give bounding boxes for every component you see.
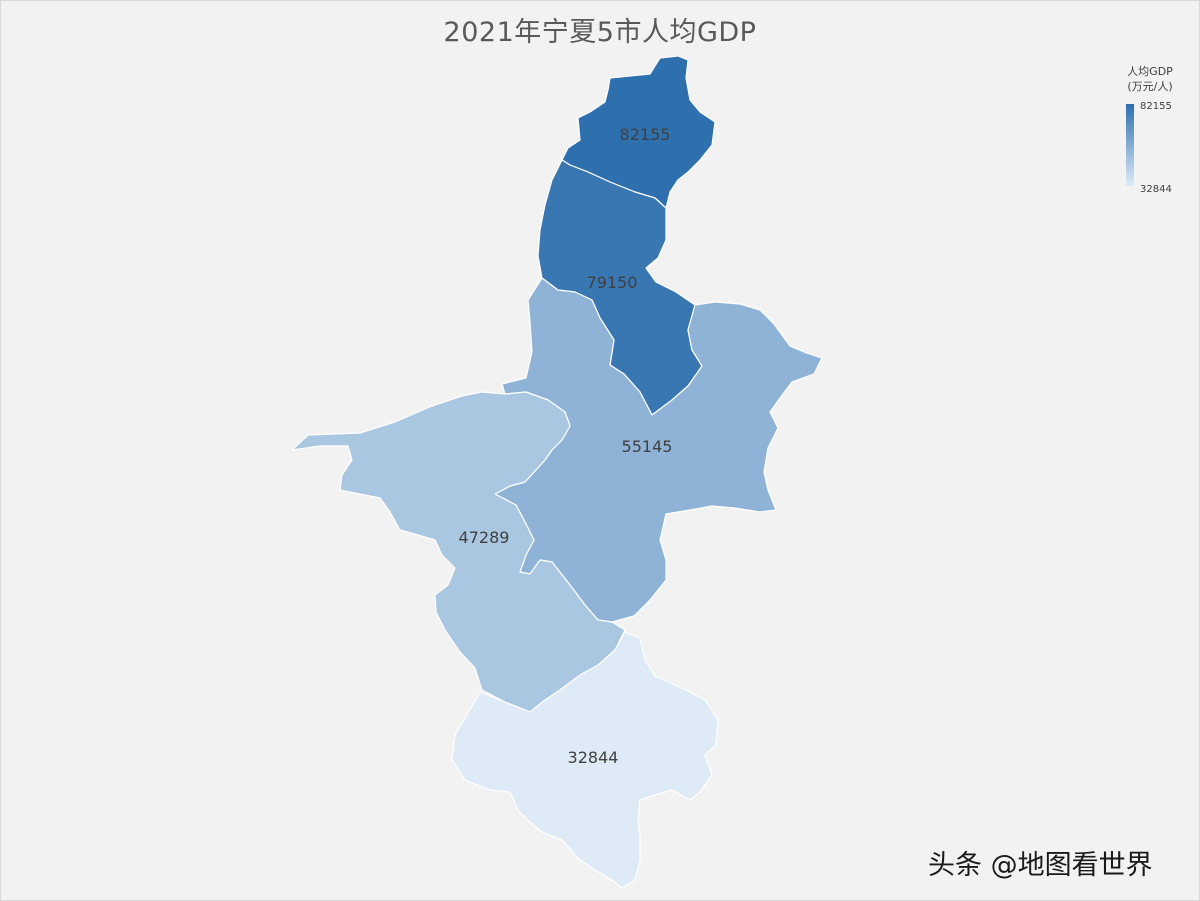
region-south[interactable]: [451, 631, 719, 889]
legend-title-line2: (万元/人): [1127, 80, 1173, 93]
legend-min-label: 32844: [1140, 184, 1172, 195]
legend-title-line1: 人均GDP: [1127, 65, 1173, 78]
region-north[interactable]: [561, 55, 716, 209]
region-label-west: 47289: [459, 528, 510, 547]
legend-title: 人均GDP (万元/人): [1110, 64, 1190, 94]
region-label-north: 82155: [620, 125, 671, 144]
region-west[interactable]: [291, 391, 626, 713]
color-legend: 人均GDP (万元/人) 82155 32844: [1110, 64, 1190, 195]
legend-gradient-bar: [1126, 104, 1134, 186]
region-label-north-central: 79150: [587, 273, 638, 292]
map-title: 2021年宁夏5市人均GDP: [443, 17, 757, 48]
legend-max-label: 82155: [1140, 101, 1172, 112]
region-label-south: 32844: [568, 748, 619, 767]
watermark-text: 头条 @地图看世界: [928, 850, 1153, 881]
region-label-east: 55145: [622, 437, 673, 456]
